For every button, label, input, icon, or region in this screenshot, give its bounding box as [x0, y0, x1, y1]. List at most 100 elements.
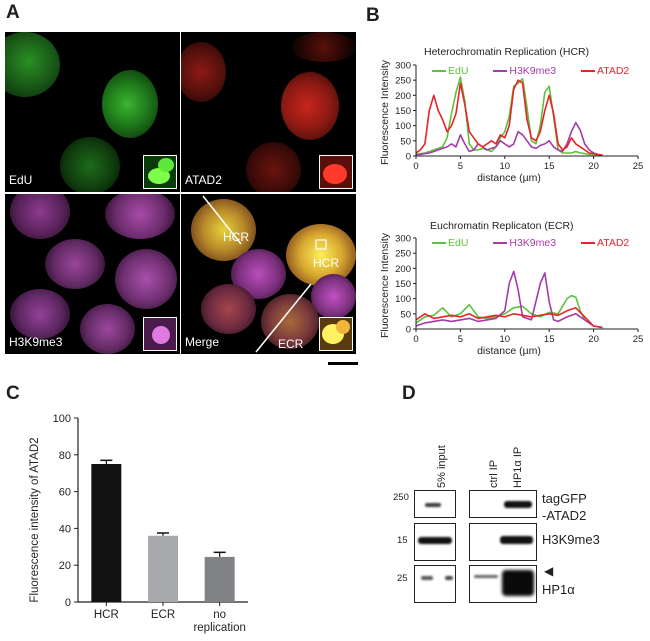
x-tick-label: 25 [633, 161, 644, 172]
x-tick-label: 0 [413, 161, 418, 172]
hcr-line [202, 195, 242, 245]
y-tick-label: 0 [406, 325, 411, 336]
lane-label-input: 5% input [436, 445, 448, 488]
y-tick-label: 50 [400, 309, 411, 320]
ecr-chart-title: Euchromatin Replicaton (ECR) [430, 220, 574, 232]
merge-label: Merge [185, 335, 220, 349]
y-tick-label: 60 [59, 487, 71, 499]
hcr-legend: EdU H3K9me3 ATAD2 [432, 65, 629, 77]
y-tick-label: 100 [395, 121, 411, 132]
merge-image: HCR HCR ECR Merge [181, 194, 356, 354]
x-axis-label: distance (µm) [477, 345, 541, 357]
hcr-chart-title: Heterochromatin Replication (HCR) [424, 46, 590, 58]
series-line-h3k9me3 [416, 121, 603, 156]
y-axis-label: Fluorescence Intensity [379, 232, 391, 338]
legend-item-edu: EdU [432, 65, 468, 77]
merge-overlay [202, 195, 327, 353]
y-tick-label: 80 [59, 450, 71, 462]
x-tick-label: 20 [588, 334, 599, 345]
atad2-inset [319, 155, 353, 189]
x-tick-label: replication [193, 622, 245, 634]
blot-ip-h3k9me3 [469, 523, 537, 561]
y-tick-label: 50 [400, 136, 411, 147]
blot-input-gfp [414, 490, 456, 518]
x-tick-label: 10 [500, 161, 511, 172]
bar-hcr [91, 464, 122, 602]
y-tick-label: 0 [65, 597, 71, 609]
series-line-h3k9me3 [415, 270, 603, 329]
arrowhead-icon: ◀ [544, 564, 554, 578]
y-tick-label: 100 [53, 413, 71, 425]
x-tick-label: 5 [458, 161, 463, 172]
atad2-image: ATAD2 [181, 32, 356, 192]
edu-nucleus [102, 70, 158, 138]
blot-ip-hp1a [469, 565, 537, 603]
ecr-legend: EdU H3K9me3 ATAD2 [432, 237, 629, 249]
ecr-line [255, 283, 312, 353]
y-tick-label: 150 [395, 106, 411, 117]
series-line-atad2 [415, 79, 603, 156]
band-label-hp1a: HP1α [542, 582, 575, 597]
y-tick-label: 100 [395, 294, 411, 305]
x-tick-label: 25 [633, 334, 644, 345]
legend-item-edu: EdU [432, 237, 468, 249]
atad2-nucleus [281, 72, 339, 140]
legend-item-atad2: ATAD2 [580, 65, 629, 77]
x-tick-label: no [213, 609, 226, 621]
edu-nucleus [60, 137, 120, 192]
x-tick-label: 5 [458, 334, 463, 345]
ecr-label: ECR [278, 337, 304, 351]
bar-no-replication [204, 556, 235, 602]
hcr-line-chart: 0 50 100 150 200 250 300 0 5 10 15 20 25 distance (µm… [379, 59, 644, 184]
legend-item-h3k9me3: H3K9me3 [493, 237, 556, 249]
atad2-nucleus [181, 42, 226, 102]
h3k9me3-image: H3K9me3 [5, 194, 180, 354]
h3k9me3-inset [143, 317, 177, 351]
band-label-gfp-2: -ATAD2 [542, 508, 587, 523]
y-axis-label: Fluorescence intensity of ATAD2 [29, 437, 41, 602]
series-line-edu [415, 76, 603, 157]
lane-label-ctrl-ip: ctrl IP [488, 459, 500, 488]
edu-inset [143, 155, 177, 189]
y-tick-label: 300 [395, 61, 411, 72]
y-tick-label: 250 [395, 76, 411, 87]
x-tick-label: 0 [413, 334, 418, 345]
blot-input-h3k9me3 [414, 523, 456, 561]
x-tick-label: 10 [500, 334, 511, 345]
atad2-label: ATAD2 [185, 173, 222, 187]
bar-ecr [148, 535, 178, 602]
series-line-atad2 [415, 307, 603, 329]
h3k9me3-label: H3K9me3 [9, 335, 63, 349]
panel-label-c: C [6, 383, 20, 404]
blot-ip-gfp [469, 490, 537, 518]
x-tick-label: 15 [544, 161, 555, 172]
marker-25: 25 [397, 573, 408, 584]
hcr-label-2: HCR [313, 256, 339, 270]
marker-15: 15 [397, 535, 408, 546]
ecr-line-chart: 0 50 100 150 200 250 300 0 5 10 15 20 25 distance (µm… [379, 232, 644, 357]
panel-label-d: D [402, 383, 416, 404]
hcr-box [315, 239, 327, 250]
lane-label-hp1a-ip: HP1α IP [512, 446, 524, 488]
edu-label: EdU [9, 173, 33, 187]
series-line-edu [415, 294, 603, 329]
x-axis-label: distance (µm) [477, 172, 541, 184]
legend-item-h3k9me3: H3K9me3 [493, 65, 556, 77]
x-tick-label: ECR [151, 609, 175, 621]
scale-bar [328, 362, 358, 365]
y-tick-label: 200 [395, 264, 411, 275]
panel-label-a: A [6, 2, 20, 23]
y-tick-label: 250 [395, 249, 411, 260]
panel-label-b: B [366, 5, 380, 26]
blot-input-hp1a [414, 565, 456, 603]
y-tick-label: 150 [395, 279, 411, 290]
x-tick-label: HCR [94, 609, 119, 621]
merge-inset [319, 317, 353, 351]
marker-250: 250 [393, 492, 409, 503]
edu-image: EdU [5, 32, 180, 192]
x-tick-label: 20 [588, 161, 599, 172]
y-tick-label: 200 [395, 91, 411, 102]
band-label-h3k9me3: H3K9me3 [542, 532, 600, 547]
hcr-label-1: HCR [223, 230, 249, 244]
